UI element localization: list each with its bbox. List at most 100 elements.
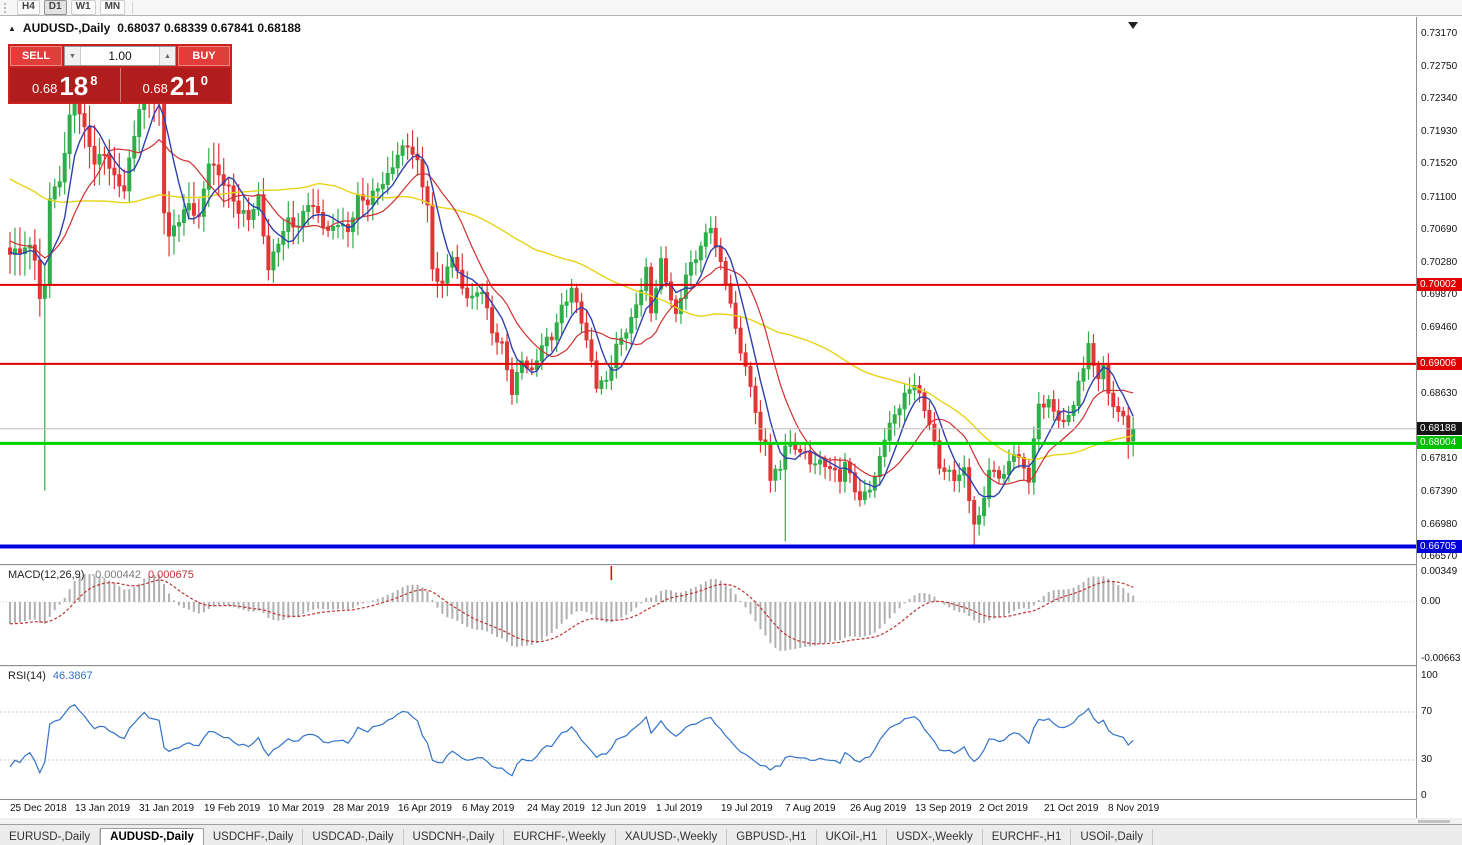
toolbar-grip[interactable] [4, 2, 10, 13]
candlestick-chart-canvas[interactable] [0, 17, 1416, 564]
rsi-name: RSI(14) [8, 670, 46, 682]
price-axis-tick: 0.70690 [1421, 224, 1458, 235]
price-badge-0.68188: 0.68188 [1417, 422, 1462, 435]
rsi-pane-separator[interactable] [0, 665, 1462, 666]
date-axis-label: 26 Aug 2019 [850, 803, 907, 814]
timeframe-button-w1[interactable]: W1 [70, 0, 96, 15]
moving-average-55 [9, 178, 1134, 461]
price-axis-tick: 0.66980 [1421, 519, 1458, 530]
chevron-up-icon: ▲ [164, 52, 171, 60]
date-axis-label: 31 Jan 2019 [139, 803, 195, 814]
macd-axis-tick: 0.00 [1421, 596, 1441, 607]
date-axis-label: 12 Jun 2019 [591, 803, 647, 814]
chart-tab-usdx-weekly[interactable]: USDX-,Weekly [887, 829, 983, 845]
chart-tab-gbpusd-h1[interactable]: GBPUSD-,H1 [727, 829, 817, 845]
buy-price-pips: 21 [169, 71, 199, 101]
volume-input[interactable]: 1.00 [108, 49, 132, 63]
sell-price-pips: 18 [59, 71, 89, 101]
separator-highlight-3 [0, 818, 1462, 819]
date-axis-label: 25 Dec 2018 [10, 803, 67, 814]
toolbar-separator [132, 1, 134, 14]
collapse-arrow-icon[interactable]: ▲ [8, 23, 16, 33]
candles-group [8, 60, 1136, 547]
chart-tab-eurchf-weekly[interactable]: EURCHF-,Weekly [504, 829, 616, 845]
sell-price-base: 0.68 [32, 81, 58, 96]
price-axis-tick: 0.68630 [1421, 388, 1458, 399]
timeframe-button-d1[interactable]: D1 [43, 0, 67, 15]
volume-decrease-button[interactable]: ▼ [65, 47, 81, 65]
macd-axis-tick: -0.00663 [1421, 653, 1461, 664]
moving-average-13 [9, 138, 1134, 486]
price-axis-tick: 0.71520 [1421, 158, 1458, 169]
price-axis-tick: 0.67810 [1421, 453, 1458, 464]
chart-tab-usdchf-daily[interactable]: USDCHF-,Daily [204, 829, 304, 845]
rsi-chart-canvas[interactable] [0, 667, 1416, 799]
rsi-axis-tick: 70 [1421, 706, 1433, 717]
date-axis-label: 10 Mar 2019 [268, 803, 325, 814]
sell-price-display[interactable]: 0.68 18 8 [10, 68, 120, 102]
chart-tab-ukoil-h1[interactable]: UKOil-,H1 [817, 829, 888, 845]
rsi-line [9, 704, 1134, 777]
macd-histogram [9, 573, 1135, 651]
separator-highlight-1 [0, 565, 1462, 566]
horizontal-scrollbar[interactable] [0, 819, 1462, 824]
chart-tab-usdcad-daily[interactable]: USDCAD-,Daily [303, 829, 404, 845]
buy-button[interactable]: BUY [178, 46, 230, 66]
chevron-down-icon: ▼ [69, 52, 76, 60]
quote-divider [119, 68, 121, 102]
date-axis-label: 13 Sep 2019 [915, 803, 972, 814]
chart-tab-eurusd-daily[interactable]: EURUSD-,Daily [0, 829, 101, 845]
sell-button[interactable]: SELL [10, 46, 62, 66]
timeframe-button-h4[interactable]: H4 [17, 0, 40, 15]
chart-tab-xauusd-weekly[interactable]: XAUUSD-,Weekly [616, 829, 728, 845]
chart-tab-usdcnh-daily[interactable]: USDCNH-,Daily [404, 829, 505, 845]
timeframe-toolbar: H4 D1 W1 MN [0, 0, 1462, 16]
rsi-pane[interactable] [0, 667, 1416, 799]
price-axis-tick: 0.70280 [1421, 257, 1458, 268]
date-axis-label: 19 Feb 2019 [204, 803, 261, 814]
macd-pane[interactable] [0, 566, 1416, 665]
macd-name: MACD(12,26,9) [8, 569, 85, 581]
chart-tab-bar: EURUSD-,Daily AUDUSD-,Daily USDCHF-,Daily U… [0, 824, 1462, 845]
rsi-label: RSI(14) 46.3867 [8, 670, 93, 682]
date-axis-label: 7 Aug 2019 [785, 803, 836, 814]
buy-price-base: 0.68 [142, 81, 168, 96]
buy-price-point: 0 [200, 73, 208, 88]
moving-average-6 [9, 103, 1134, 498]
chart-shift-marker[interactable] [1128, 22, 1138, 29]
sell-price-point: 8 [90, 73, 98, 88]
price-axis-tick: 0.72340 [1421, 93, 1458, 104]
chart-tab-audusd-daily[interactable]: AUDUSD-,Daily [100, 828, 204, 845]
date-axis-label: 1 Jul 2019 [656, 803, 703, 814]
volume-increase-button[interactable]: ▲ [159, 47, 175, 65]
horizontal-scrollbar-thumb[interactable] [1418, 820, 1450, 823]
macd-chart-canvas[interactable] [0, 566, 1416, 665]
macd-main-value: -0.000442 [91, 569, 141, 581]
chart-tab-usoil-daily[interactable]: USOil-,Daily [1071, 829, 1153, 845]
macd-signal-line [9, 579, 1134, 645]
chart-tab-eurchf-h1[interactable]: EURCHF-,H1 [983, 829, 1072, 845]
price-axis-tick: 0.71930 [1421, 126, 1458, 137]
date-axis-label: 19 Jul 2019 [721, 803, 773, 814]
date-axis-label: 28 Mar 2019 [333, 803, 390, 814]
rsi-axis-tick: 0 [1421, 790, 1427, 801]
buy-price-display[interactable]: 0.68 21 0 [121, 68, 231, 102]
main-chart-pane[interactable] [0, 17, 1416, 564]
price-axis-tick: 0.69460 [1421, 322, 1458, 333]
macd-pane-separator[interactable] [0, 564, 1462, 565]
date-axis-label: 8 Nov 2019 [1108, 803, 1160, 814]
price-axis-tick: 0.71100 [1421, 192, 1457, 203]
macd-axis-tick: 0.00349 [1421, 566, 1458, 577]
price-badge-0.70002: 0.70002 [1417, 278, 1462, 291]
price-badge-0.68004: 0.68004 [1417, 436, 1462, 449]
macd-signal-value: 0.000675 [147, 569, 194, 581]
rsi-value: 46.3867 [52, 670, 93, 682]
timeframe-button-mn[interactable]: MN [99, 0, 126, 15]
date-axis-label: 6 May 2019 [462, 803, 515, 814]
date-axis[interactable]: 25 Dec 2018 13 Jan 2019 31 Jan 2019 19 Feb … [0, 800, 1416, 818]
chart-symbol-period: AUDUSD-,Daily [22, 21, 111, 35]
price-axis[interactable]: 0.73170 0.72750 0.72340 0.71930 0.71520 0.711… [1416, 17, 1462, 818]
chart-ohlc-values: 0.68037 0.68339 0.67841 0.68188 [117, 21, 301, 35]
chart-title: ▲ AUDUSD-,Daily 0.68037 0.68339 0.67841 … [8, 21, 301, 35]
